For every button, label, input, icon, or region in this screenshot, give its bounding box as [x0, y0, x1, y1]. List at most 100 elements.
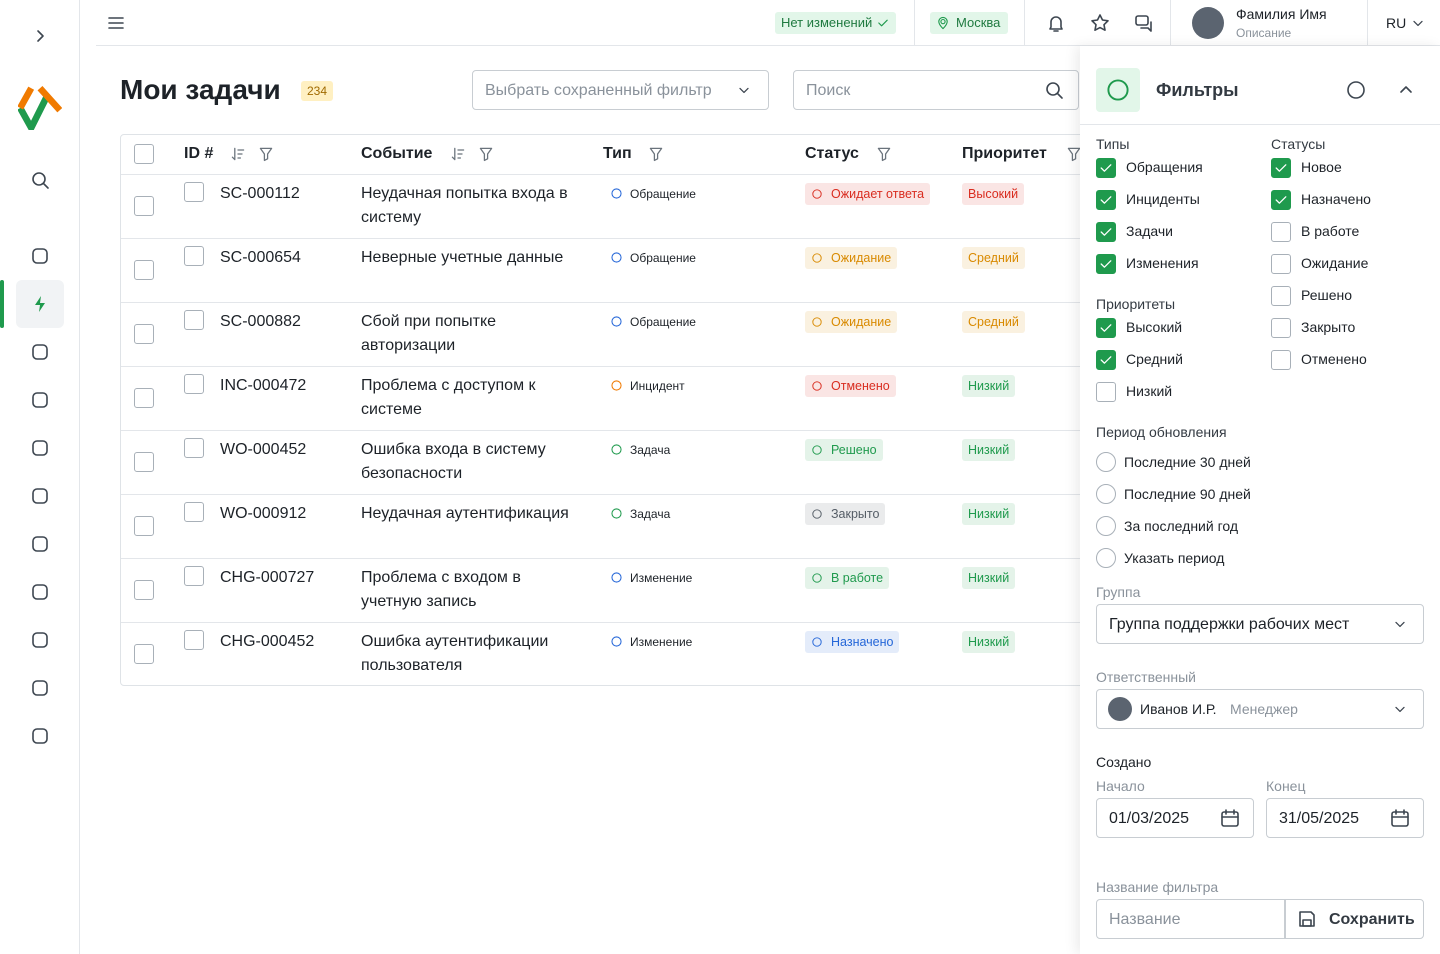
checkbox[interactable]: [1271, 286, 1291, 306]
column-header[interactable]: Статус: [805, 145, 859, 162]
radio[interactable]: [1096, 516, 1116, 536]
checkbox[interactable]: [134, 388, 154, 408]
column-header[interactable]: Приоритет: [962, 145, 1047, 162]
nav-icon[interactable]: [30, 630, 50, 650]
checkbox[interactable]: [184, 502, 204, 522]
row-id[interactable]: INC-000472: [220, 377, 307, 394]
checkbox[interactable]: [134, 324, 154, 344]
option-label[interactable]: Инциденты: [1126, 191, 1200, 207]
checkbox[interactable]: [1096, 158, 1116, 178]
row-id[interactable]: CHG-000452: [220, 633, 315, 650]
radio-label[interactable]: Последние 90 дней: [1124, 486, 1251, 502]
checkbox[interactable]: [1271, 318, 1291, 338]
option-label[interactable]: В работе: [1301, 223, 1360, 239]
option-label[interactable]: Низкий: [1126, 383, 1173, 399]
checkbox[interactable]: [134, 516, 154, 536]
checkbox[interactable]: [134, 260, 154, 280]
checkbox[interactable]: [1096, 190, 1116, 210]
checkbox[interactable]: [184, 438, 204, 458]
calendar-icon[interactable]: [1220, 808, 1240, 828]
filter-icon[interactable]: [478, 146, 494, 162]
save-button[interactable]: Сохранить: [1284, 899, 1424, 939]
circle-icon[interactable]: [1346, 80, 1366, 100]
filter-icon[interactable]: [648, 146, 664, 162]
user-name[interactable]: Фамилия Имя: [1236, 6, 1327, 22]
nav-icon[interactable]: [30, 170, 50, 190]
row-id[interactable]: SC-000654: [220, 249, 301, 266]
nav-icon[interactable]: [30, 342, 50, 362]
radio-label[interactable]: Указать период: [1124, 550, 1225, 566]
checkbox[interactable]: [1271, 350, 1291, 370]
option-label[interactable]: Изменения: [1126, 255, 1199, 271]
expand-icon[interactable]: [30, 26, 50, 46]
start-date[interactable]: 01/03/2025: [1096, 798, 1254, 838]
star-icon[interactable]: [1090, 13, 1110, 33]
checkbox[interactable]: [184, 566, 204, 586]
checkbox[interactable]: [134, 644, 154, 664]
checkbox[interactable]: [1271, 254, 1291, 274]
option-label[interactable]: Средний: [1126, 351, 1183, 367]
option-label[interactable]: Ожидание: [1301, 255, 1369, 271]
column-header[interactable]: Событие: [361, 145, 433, 162]
lang[interactable]: RU: [1386, 15, 1407, 31]
checkbox[interactable]: [184, 630, 204, 650]
checkbox[interactable]: [1271, 222, 1291, 242]
chat-icon[interactable]: [1134, 13, 1154, 33]
checkbox[interactable]: [1096, 350, 1116, 370]
option-label[interactable]: Обращения: [1126, 159, 1203, 175]
radio[interactable]: [1096, 452, 1116, 472]
option-label[interactable]: Задачи: [1126, 223, 1174, 239]
checkbox[interactable]: [1271, 158, 1291, 178]
row-id[interactable]: WO-000912: [220, 505, 307, 522]
radio[interactable]: [1096, 484, 1116, 504]
bell-icon[interactable]: [1046, 13, 1066, 33]
nav-icon[interactable]: [30, 438, 50, 458]
calendar-icon[interactable]: [1390, 808, 1410, 828]
nav-icon[interactable]: [30, 246, 50, 266]
nav-icon[interactable]: [30, 582, 50, 602]
nav-icon[interactable]: [30, 534, 50, 554]
option-label[interactable]: Отменено: [1301, 351, 1367, 367]
filter-icon[interactable]: [1066, 146, 1082, 162]
checkbox[interactable]: [1096, 254, 1116, 274]
checkbox[interactable]: [184, 246, 204, 266]
nav-icon[interactable]: [30, 726, 50, 746]
row-id[interactable]: CHG-000727: [220, 569, 315, 586]
option-label[interactable]: Новое: [1301, 159, 1342, 175]
name-input[interactable]: Название: [1096, 899, 1286, 939]
filter-icon[interactable]: [258, 146, 274, 162]
row-id[interactable]: SC-000112: [220, 185, 300, 202]
end-date[interactable]: 31/05/2025: [1266, 798, 1424, 838]
saved-filter-select[interactable]: Выбрать сохраненный фильтр: [472, 70, 769, 110]
checkbox[interactable]: [184, 374, 204, 394]
checkbox[interactable]: [1096, 318, 1116, 338]
row-id[interactable]: SC-000882: [220, 313, 301, 330]
column-header[interactable]: ID #: [184, 145, 214, 162]
option-label[interactable]: Высокий: [1126, 319, 1183, 335]
checkbox[interactable]: [184, 310, 204, 330]
filter-icon[interactable]: [876, 146, 892, 162]
checkbox[interactable]: [1096, 382, 1116, 402]
collapse-icon[interactable]: [1396, 80, 1416, 100]
nav-icon[interactable]: [30, 390, 50, 410]
radio-label[interactable]: Последние 30 дней: [1124, 454, 1251, 470]
responsible-select[interactable]: [1096, 689, 1424, 729]
menu-icon[interactable]: [106, 13, 126, 33]
nav-icon[interactable]: [30, 486, 50, 506]
column-header[interactable]: Тип: [603, 145, 632, 162]
checkbox[interactable]: [1271, 190, 1291, 210]
option-label[interactable]: Решено: [1301, 287, 1353, 303]
checkbox[interactable]: [134, 580, 154, 600]
option-label[interactable]: Закрыто: [1301, 319, 1356, 335]
radio[interactable]: [1096, 548, 1116, 568]
option-label[interactable]: Назначено: [1301, 191, 1371, 207]
nav-icon[interactable]: [30, 294, 50, 314]
checkbox[interactable]: [134, 196, 154, 216]
checkbox[interactable]: [134, 144, 154, 164]
checkbox[interactable]: [1096, 222, 1116, 242]
checkbox[interactable]: [134, 452, 154, 472]
checkbox[interactable]: [184, 182, 204, 202]
search-input[interactable]: Поиск: [793, 70, 1079, 110]
nav-icon[interactable]: [30, 678, 50, 698]
group-select[interactable]: Группа поддержки рабочих мест: [1096, 604, 1424, 644]
